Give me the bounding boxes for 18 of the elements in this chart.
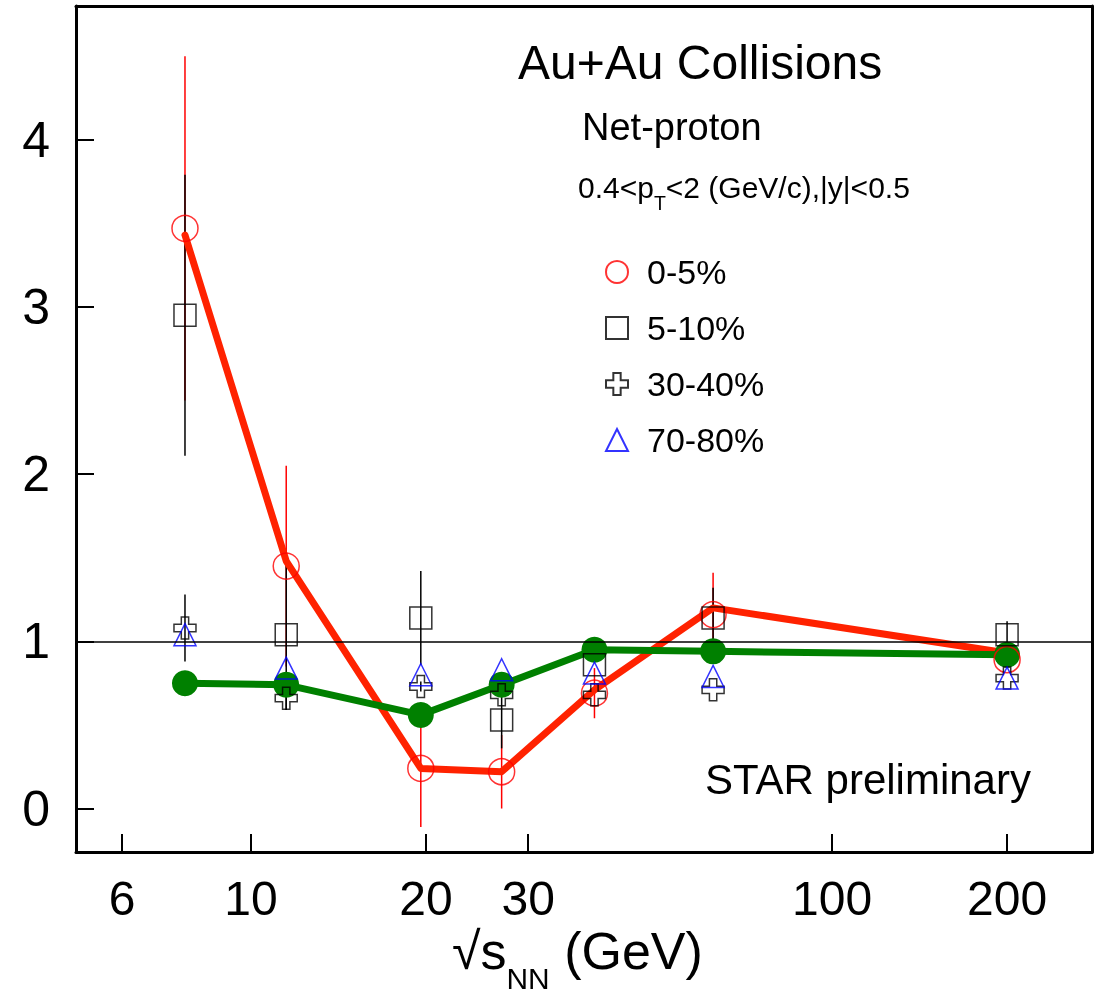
y-tick-label: 4 (22, 111, 50, 168)
x-tick-label: 6 (108, 871, 136, 925)
x-tick-label: 100 (792, 871, 873, 925)
x-tick-label: 200 (967, 871, 1048, 925)
y-tick-label: 0 (22, 780, 50, 837)
y-tick-label: 1 (22, 613, 50, 670)
text: Net-proton (582, 106, 762, 148)
legend-label: 30-40% (647, 365, 765, 403)
annotation: STAR preliminary (705, 755, 1031, 803)
x-tick-label: 30 (501, 871, 555, 925)
legend-label: 0-5% (647, 253, 727, 291)
legend-label: 5-10% (647, 309, 746, 347)
y-tick-label: 3 (22, 278, 50, 335)
y-tick-label: 2 (22, 446, 50, 503)
x-tick-label: 10 (224, 871, 278, 925)
x-tick-label: 20 (399, 871, 453, 925)
legend-label: 70-80% (647, 421, 765, 459)
text: Au+Au Collisions (518, 35, 883, 89)
